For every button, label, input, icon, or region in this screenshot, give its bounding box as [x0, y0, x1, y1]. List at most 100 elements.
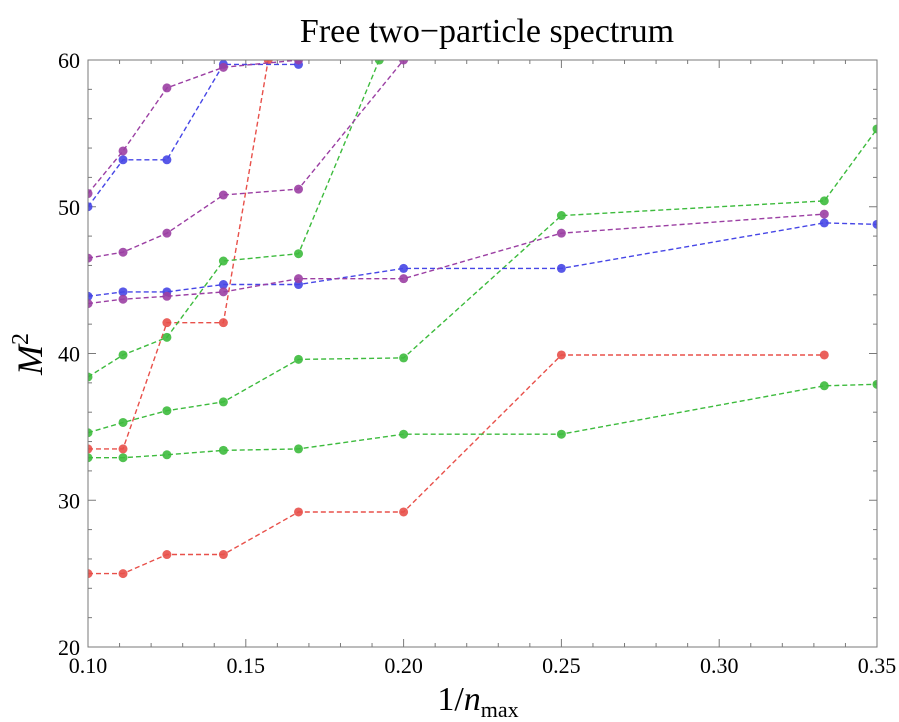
- data-point: [819, 196, 829, 206]
- data-point: [88, 569, 93, 579]
- plot-area: [88, 60, 877, 579]
- data-point: [819, 218, 829, 228]
- x-tick-label: 0.20: [384, 653, 423, 678]
- data-point: [118, 247, 128, 257]
- data-point: [819, 381, 829, 391]
- axis-ticks: [87, 59, 878, 648]
- series-line: [88, 354, 825, 575]
- series-line: [88, 128, 877, 434]
- data-point: [118, 453, 128, 463]
- data-point: [294, 184, 304, 194]
- x-axis-label-var: n: [464, 681, 481, 718]
- series-line: [88, 60, 299, 194]
- y-axis-label: M2: [8, 333, 50, 376]
- y-axis-label-var: M: [10, 343, 50, 376]
- data-point: [162, 332, 172, 342]
- series-line: [88, 63, 299, 208]
- series-9: [88, 60, 409, 263]
- series-line: [88, 383, 877, 459]
- data-point: [162, 291, 172, 301]
- data-point: [218, 280, 228, 290]
- data-point: [294, 507, 304, 517]
- data-point: [218, 62, 228, 72]
- series-7: [88, 60, 304, 212]
- series-line: [88, 222, 877, 297]
- data-point: [374, 60, 384, 65]
- data-point: [218, 318, 228, 328]
- series-10: [88, 60, 304, 199]
- data-point: [88, 291, 93, 301]
- x-axis-label-prefix: 1/: [437, 681, 464, 718]
- y-tick-label: 20: [58, 635, 80, 660]
- data-point: [88, 428, 93, 438]
- x-tick-label: 0.25: [542, 653, 581, 678]
- data-point: [162, 450, 172, 460]
- data-point: [88, 202, 93, 212]
- y-tick-label: 30: [58, 488, 80, 513]
- chart-title: Free two−particle spectrum: [300, 13, 674, 50]
- data-point: [872, 219, 877, 229]
- x-tick-label: 0.35: [858, 653, 897, 678]
- series-3: [88, 379, 877, 463]
- data-point: [118, 294, 128, 304]
- data-point: [88, 372, 93, 382]
- data-point: [118, 155, 128, 165]
- data-point: [218, 550, 228, 560]
- series-5: [88, 60, 384, 382]
- data-point: [88, 189, 93, 199]
- data-point: [162, 406, 172, 416]
- data-point: [162, 228, 172, 238]
- plot-frame: [87, 59, 878, 648]
- data-point: [294, 60, 304, 65]
- data-point: [556, 211, 566, 221]
- data-point: [218, 397, 228, 407]
- data-point: [218, 190, 228, 200]
- data-point: [294, 444, 304, 454]
- data-point: [294, 354, 304, 364]
- data-point: [399, 507, 409, 517]
- y-tick-label: 40: [58, 342, 80, 367]
- data-point: [88, 299, 93, 309]
- y-axis-label-sup: 2: [8, 333, 34, 345]
- series-line: [88, 60, 380, 378]
- x-tick-label: 0.30: [700, 653, 739, 678]
- data-point: [399, 263, 409, 273]
- data-point: [218, 287, 228, 297]
- data-point: [819, 209, 829, 219]
- data-point: [294, 249, 304, 259]
- series-line: [88, 213, 825, 305]
- series-8: [88, 209, 829, 309]
- data-point: [556, 263, 566, 273]
- x-axis-label: 1/nmax: [437, 681, 518, 722]
- y-tick-label: 60: [58, 48, 80, 73]
- series-line: [88, 60, 405, 259]
- data-point: [162, 83, 172, 93]
- data-point: [162, 318, 172, 328]
- data-point: [819, 350, 829, 360]
- data-point: [556, 228, 566, 238]
- data-point: [118, 444, 128, 454]
- data-point: [872, 379, 877, 389]
- data-point: [556, 350, 566, 360]
- series-line: [88, 60, 269, 450]
- series-6: [88, 218, 877, 301]
- x-tick-label: 0.15: [227, 653, 266, 678]
- data-point: [399, 60, 409, 65]
- x-tick-label: 0.10: [69, 653, 108, 678]
- data-point: [556, 429, 566, 439]
- data-point: [399, 353, 409, 363]
- series-2: [88, 60, 273, 454]
- data-point: [118, 350, 128, 360]
- data-point: [118, 287, 128, 297]
- data-point: [118, 146, 128, 156]
- data-point: [88, 253, 93, 263]
- data-point: [88, 444, 93, 454]
- series-4: [88, 124, 877, 438]
- data-point: [162, 550, 172, 560]
- data-point: [872, 124, 877, 134]
- y-tick-label: 50: [58, 195, 80, 220]
- data-point: [399, 274, 409, 284]
- data-point: [399, 429, 409, 439]
- data-point: [294, 274, 304, 284]
